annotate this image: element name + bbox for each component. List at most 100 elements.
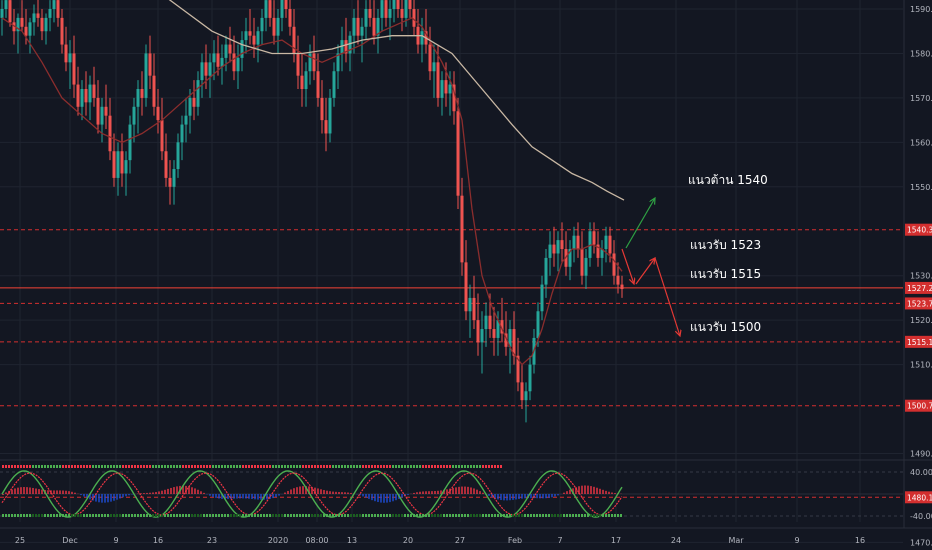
osc-top-dot <box>209 465 211 468</box>
candle-body <box>192 97 196 107</box>
osc-top-dot <box>440 465 442 468</box>
osc-top-dot <box>137 465 139 468</box>
osc-hist-bar <box>578 486 580 494</box>
osc-bottom-dot <box>182 514 184 517</box>
osc-bottom-dot <box>563 514 565 517</box>
candle-body <box>180 124 184 143</box>
osc-hist-bar <box>374 494 376 502</box>
osc-hist-bar <box>566 491 568 494</box>
osc-top-dot <box>338 465 340 468</box>
candle-body <box>520 382 524 401</box>
osc-top-dot <box>500 465 502 468</box>
osc-bottom-dot <box>380 514 382 517</box>
candle-body <box>280 0 284 18</box>
osc-bottom-dot <box>35 514 37 517</box>
osc-hist-bar <box>461 486 463 494</box>
candle-body <box>24 26 28 36</box>
osc-bottom-dot <box>299 514 301 517</box>
candle-body <box>232 53 236 72</box>
osc-hist-bar <box>293 488 295 494</box>
price-label-box <box>905 281 932 294</box>
osc-hist-bar <box>419 491 421 494</box>
candle-body <box>576 235 580 250</box>
osc-hist-bar <box>383 494 385 503</box>
osc-hist-bar <box>83 494 85 497</box>
osc-top-dot <box>473 465 475 468</box>
osc-bottom-dot <box>422 514 424 517</box>
osc-top-dot <box>227 465 229 468</box>
candle-body <box>72 53 76 85</box>
osc-bottom-dot <box>440 514 442 517</box>
osc-hist-bar <box>152 492 154 494</box>
osc-top-dot <box>71 465 73 468</box>
osc-bottom-dot <box>428 514 430 517</box>
price-axis[interactable]: 1590.00 1580.00 1570.00 1560.00 1550.00 1530.… <box>905 5 932 547</box>
osc-hist-bar <box>575 487 577 494</box>
candle-body <box>328 97 332 134</box>
osc-top-dot <box>83 465 85 468</box>
osc-bottom-dot <box>83 514 85 517</box>
osc-top-dot <box>347 465 349 468</box>
osc-hist-bar <box>257 494 259 500</box>
candle-body <box>12 22 16 32</box>
time-axis[interactable]: 25 Dec 9 16 23 2020 08:00 13 20 27 Feb 7 17 24 Mar 9 16 <box>15 536 865 545</box>
osc-bottom-dot <box>533 514 535 517</box>
osc-hist-bar <box>194 488 196 494</box>
osc-hist-bar <box>176 486 178 494</box>
osc-top-dot <box>401 465 403 468</box>
osc-hist-bar <box>608 491 610 494</box>
osc-top-dot <box>392 465 394 468</box>
price-tick-label: 1530.00 <box>910 272 932 281</box>
osc-bottom-dot <box>602 514 604 517</box>
candle-body <box>292 26 296 54</box>
candle-body <box>216 53 220 67</box>
osc-hist-bar <box>278 494 280 496</box>
osc-hist-bar <box>122 494 124 498</box>
osc-hist-bar <box>62 490 64 494</box>
candle-body <box>32 13 36 23</box>
candle-body <box>612 253 616 276</box>
osc-top-dot <box>305 465 307 468</box>
osc-hist-bar <box>443 489 445 494</box>
osc-bottom-dot <box>137 514 139 517</box>
osc-hist-bar <box>581 485 583 494</box>
osc-hist-bar <box>359 494 361 496</box>
osc-hist-bar <box>107 494 109 503</box>
osc-bottom-dot <box>527 514 529 517</box>
candle-body <box>148 53 152 76</box>
price-tick-label: 1520.00 <box>910 316 932 325</box>
candle-body <box>324 120 328 134</box>
osc-top-dot <box>32 465 34 468</box>
time-tick-label: 20 <box>403 536 413 545</box>
osc-hist-bar <box>29 487 31 494</box>
osc-hist-bar <box>332 491 334 494</box>
osc-top-dot <box>38 465 40 468</box>
osc-top-dot <box>236 465 238 468</box>
osc-bottom-dot <box>275 514 277 517</box>
osc-bottom-dot <box>335 514 337 517</box>
osc-bottom-dot <box>350 514 352 517</box>
osc-bottom-dot <box>416 514 418 517</box>
osc-hist-bar <box>518 494 520 500</box>
osc-bottom-dot <box>104 514 106 517</box>
osc-hist-bar <box>143 493 145 494</box>
osc-top-dot <box>62 465 64 468</box>
candle-body <box>408 0 412 9</box>
candle-body <box>164 151 168 178</box>
osc-top-dot <box>128 465 130 468</box>
osc-top-dot <box>461 465 463 468</box>
osc-top-dot <box>119 465 121 468</box>
osc-bottom-dot <box>92 514 94 517</box>
time-tick-label: 2020 <box>268 536 288 545</box>
candle-body <box>160 120 164 152</box>
osc-top-dot <box>50 465 52 468</box>
osc-bottom-dot <box>74 514 76 517</box>
price-tick-label: 1560.00 <box>910 138 932 147</box>
osc-bottom-dot <box>296 514 298 517</box>
price-label-text: 1527.25 <box>907 284 932 293</box>
osc-top-dot <box>449 465 451 468</box>
osc-top-dot <box>275 465 277 468</box>
level-annotation: แนวต้าน 1540 <box>688 173 768 187</box>
osc-hist-bar <box>593 486 595 494</box>
